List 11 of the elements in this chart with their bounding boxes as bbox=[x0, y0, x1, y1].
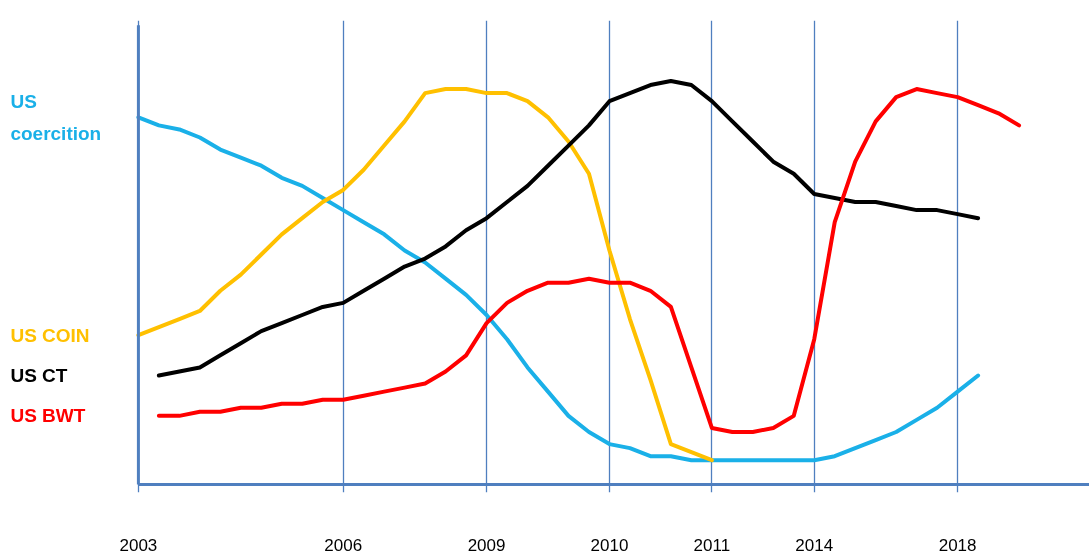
x-tick-label: 2014 bbox=[795, 535, 834, 553]
text: US CT bbox=[10, 365, 68, 387]
x-tick-label: 2011 bbox=[693, 535, 731, 553]
text: US COIN bbox=[10, 324, 90, 346]
x-tick-label: 2006 bbox=[324, 535, 363, 553]
x-tick-label: 2003 bbox=[119, 535, 158, 553]
series-label: US coercition bbox=[10, 91, 102, 144]
x-tick-label: 2018 bbox=[938, 535, 977, 553]
x-tick-label: 2010 bbox=[590, 535, 629, 553]
text: US BWT bbox=[10, 405, 86, 427]
x-tick-label: 2009 bbox=[467, 535, 506, 553]
